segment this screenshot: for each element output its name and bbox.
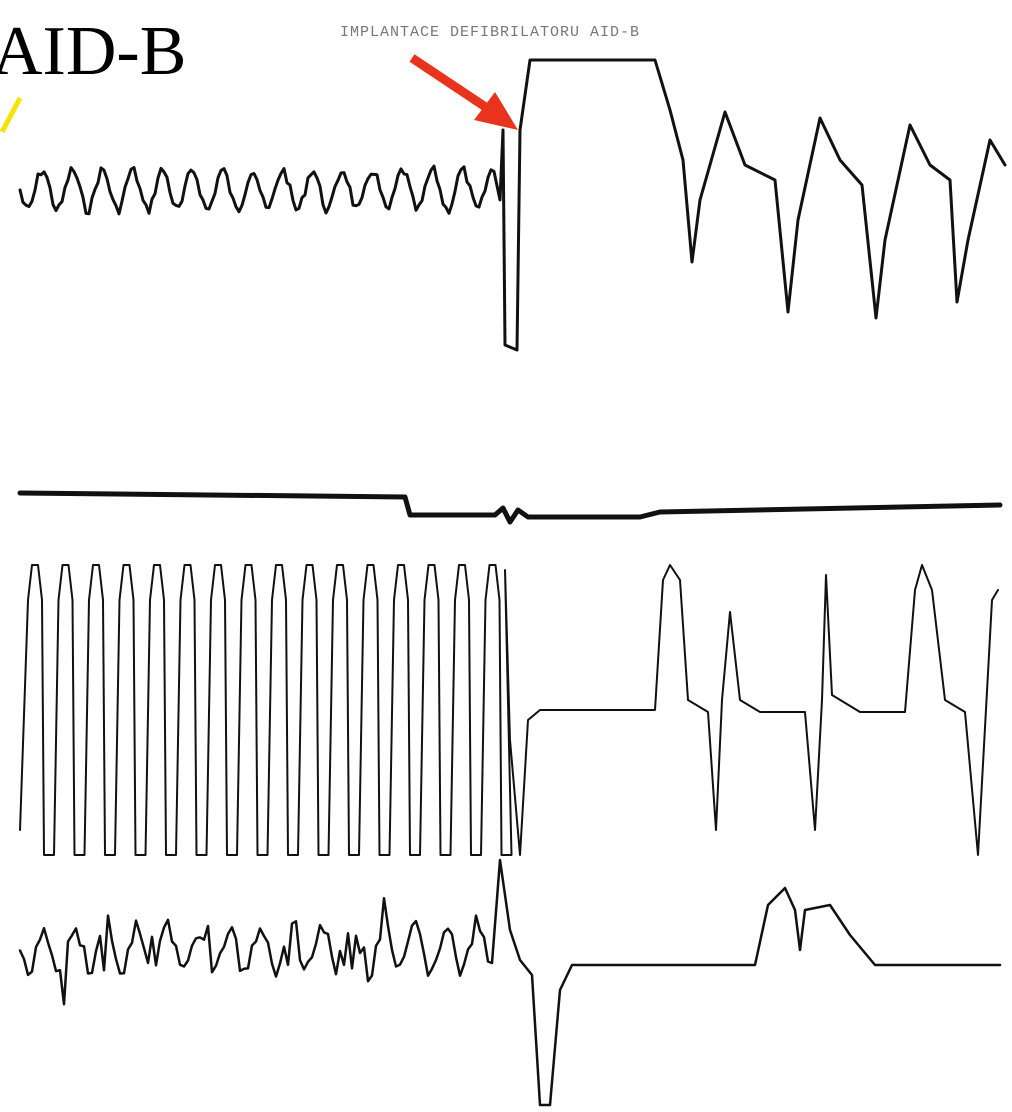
red-arrow: [409, 54, 518, 130]
arrow-head: [474, 92, 518, 130]
yellow-pointer: [0, 96, 23, 134]
ecg-trace-2: [17, 490, 1003, 525]
arrow-shaft: [409, 54, 493, 114]
ecg-trace-4: [18, 858, 1002, 1107]
ecg-trace-3: [19, 564, 999, 856]
device-label: AID-B: [0, 13, 186, 90]
strip-header: IMPLANTACE DEFIBRILATORU AID-B: [340, 24, 640, 41]
ecg-trace-1: [18, 58, 1007, 352]
